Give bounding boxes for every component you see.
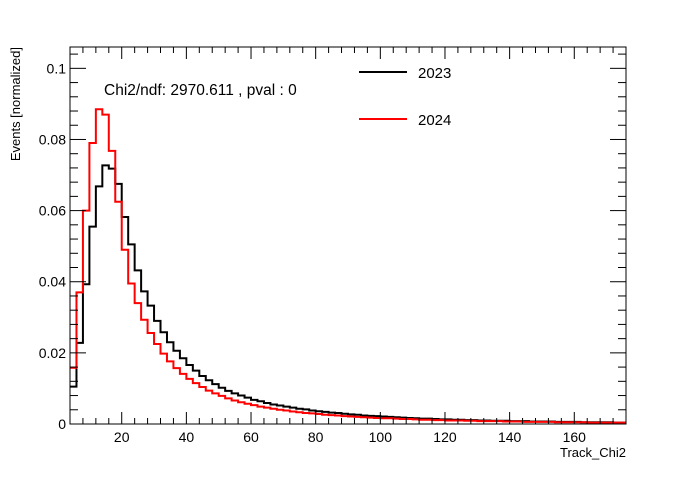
fit-annotation: Chi2/ndf: 2970.611 , pval : 0 — [104, 82, 297, 99]
x-tick-label: 160 — [563, 429, 587, 445]
x-tick-label: 100 — [369, 429, 393, 445]
x-axis-label: Track_Chi2 — [560, 445, 626, 460]
x-tick-label: 140 — [498, 429, 522, 445]
legend-label-2024: 2024 — [418, 112, 451, 129]
x-tick-label: 120 — [433, 429, 457, 445]
y-tick-label: 0.1 — [47, 60, 67, 76]
axis-layer: 20 40 60 80 100 120 140 160 0 0.02 0.04 0.06 0.08 0.1 — [39, 47, 627, 445]
y-tick-label: 0.06 — [39, 203, 66, 219]
y-axis-label: Events [normalized] — [8, 47, 23, 161]
legend-label-2023: 2023 — [418, 65, 451, 82]
series-2024-histogram — [70, 108, 626, 424]
y-tick-label: 0.04 — [39, 274, 66, 290]
legend: 2023 2024 — [359, 65, 451, 129]
y-tick-label: 0.08 — [39, 131, 66, 147]
x-tick-label: 80 — [308, 429, 324, 445]
x-tick-label: 60 — [243, 429, 259, 445]
y-tick-label: 0.02 — [39, 345, 66, 361]
plot-frame — [69, 46, 627, 425]
x-tick-label: 40 — [179, 429, 195, 445]
series-layer — [70, 108, 626, 424]
y-tick-label: 0 — [58, 416, 66, 432]
x-tick-label: 20 — [114, 429, 130, 445]
